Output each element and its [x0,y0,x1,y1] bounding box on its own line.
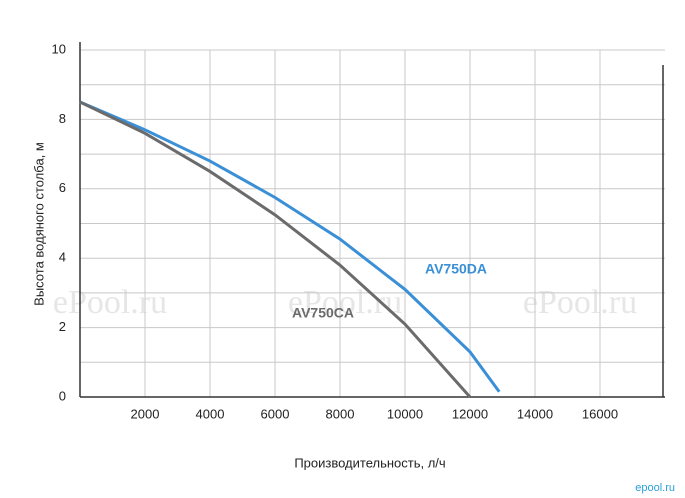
y-tick-label: 0 [59,388,66,403]
logo: epool.ru [635,482,675,494]
x-tick-label: 4000 [196,406,225,421]
series-label: AV750DA [425,261,487,277]
x-tick-label: 12000 [452,406,488,421]
x-tick-label: 6000 [261,406,290,421]
x-tick-label: 16000 [582,406,618,421]
x-axis-label: Производительность, л/ч [294,455,445,470]
series-line [79,100,501,393]
y-tick-label: 2 [59,319,66,334]
x-tick-label: 8000 [326,406,355,421]
watermark: ePool.ru [523,284,637,321]
x-tick-label: 10000 [387,406,423,421]
watermark: ePool.ru [53,284,167,321]
series-label: AV750CA [292,305,354,321]
x-tick-label: 2000 [131,406,160,421]
x-tick-label: 14000 [517,406,553,421]
y-tick-label: 8 [59,111,66,126]
y-axis-label: Высота водяного столба, м [31,142,46,306]
y-tick-label: 4 [59,250,66,265]
y-tick-label: 10 [52,41,66,56]
series-line [79,100,472,398]
y-tick-label: 6 [59,180,66,195]
